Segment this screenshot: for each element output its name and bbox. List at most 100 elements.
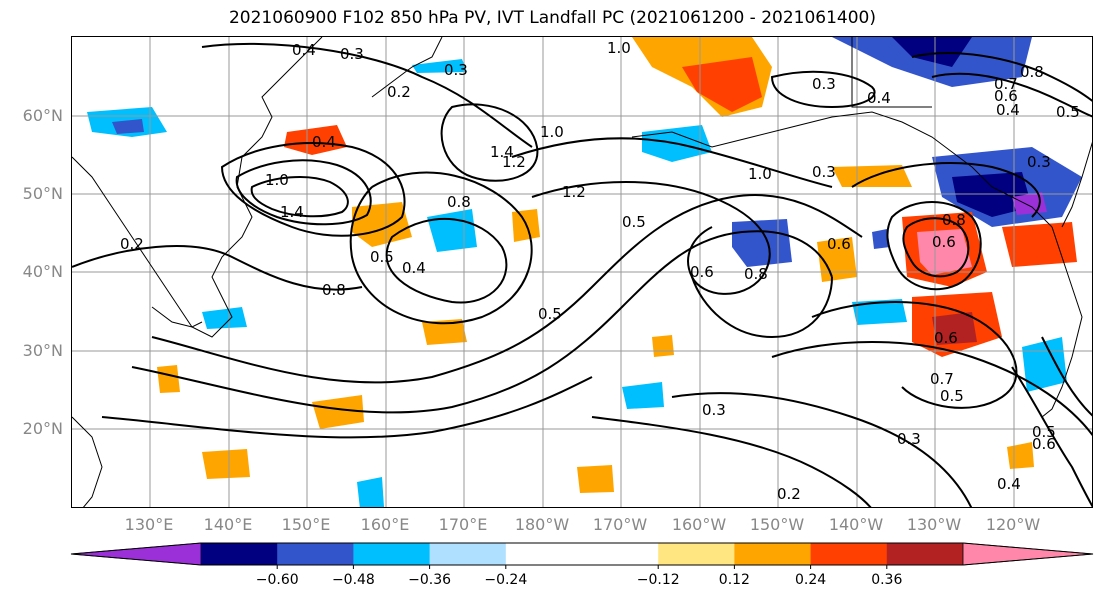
anomaly-patch	[872, 229, 890, 249]
anomaly-patch	[622, 382, 664, 409]
contour-label: 0.3	[897, 430, 921, 448]
contour-label: 0.4	[996, 101, 1020, 119]
contour-label: 0.6	[934, 329, 958, 347]
contour-label: 0.6	[690, 263, 714, 281]
anomaly-patch	[357, 477, 384, 507]
colorbar-segment	[810, 543, 888, 565]
colorbar-segment	[353, 543, 431, 565]
contour-lines	[72, 42, 1092, 507]
colorbar-tick-label: −0.12	[636, 572, 680, 588]
contour-label: 0.4	[292, 41, 316, 59]
contour-label: 0.5	[622, 213, 646, 231]
lon-label: 120°W	[985, 515, 1041, 534]
contour-label: 0.5	[940, 387, 964, 405]
colorbar-segment	[429, 543, 507, 565]
colorbar	[70, 542, 1094, 569]
colorbar-segment	[734, 543, 812, 565]
contour-label: 0.8	[1020, 63, 1044, 81]
colorbar-tick-label: 0.12	[718, 572, 750, 588]
contour-label: 1.0	[748, 165, 772, 183]
contour-label: 0.5	[370, 248, 394, 266]
anomaly-patch	[422, 319, 467, 345]
colorbar-extend-high	[962, 542, 1094, 566]
contour-label: 0.2	[120, 235, 144, 253]
contour-label: 0.3	[702, 401, 726, 419]
anomaly-patch	[427, 209, 477, 252]
lon-label: 170°W	[592, 515, 648, 534]
anomaly-patch	[202, 449, 250, 479]
colorbar-tick-label: 0.36	[871, 572, 903, 588]
lon-label: 180°W	[514, 515, 570, 534]
contour-label: 1.4	[490, 143, 514, 161]
anomaly-patch	[892, 37, 972, 67]
colorbar-segment	[505, 543, 583, 565]
colorbar-segment	[201, 543, 278, 565]
lon-label: 130°E	[124, 515, 174, 534]
anomaly-patch	[917, 229, 972, 275]
anomaly-patch	[312, 395, 364, 429]
colorbar-segment	[886, 543, 964, 565]
colorbar-segments	[70, 542, 1094, 566]
colorbar-tick-label: −0.36	[408, 572, 452, 588]
contour-label: 0.5	[538, 305, 562, 323]
colorbar-segment	[277, 543, 354, 565]
lon-label: 170°E	[438, 515, 488, 534]
contour-label: 0.6	[932, 233, 956, 251]
contour-label: 0.3	[340, 45, 364, 63]
lon-label: 140°W	[828, 515, 884, 534]
contour-label: 1.0	[607, 39, 631, 57]
contour-label: 0.4	[402, 259, 426, 277]
map-panel: 0.4 0.3 0.2 0.3 1.0 0.3 0.8 0.7 0.6 0.4 …	[71, 36, 1093, 508]
anomaly-patch	[817, 237, 857, 282]
colorbar-tick-label: −0.48	[331, 572, 375, 588]
anomaly-patch	[157, 365, 180, 393]
contour-label: 0.8	[322, 281, 346, 299]
contour-label: 1.0	[265, 171, 289, 189]
shading-layer	[87, 37, 1082, 507]
colorbar-segment	[582, 543, 659, 565]
lat-label: 40°N	[22, 262, 63, 281]
contour-label: 0.6	[994, 87, 1018, 105]
anomaly-patch	[284, 125, 347, 155]
anomaly-patch	[412, 59, 467, 73]
colorbar-outline	[70, 542, 1094, 566]
contour-label: 0.5	[1056, 103, 1080, 121]
anomaly-patch	[112, 119, 144, 134]
colorbar-tick-label: 0.24	[795, 572, 827, 588]
contour-label: 0.7	[930, 370, 954, 388]
contour-label: 1.2	[562, 183, 586, 201]
contour-label: 0.8	[447, 193, 471, 211]
lat-label: 60°N	[22, 106, 63, 125]
anomaly-patch	[1002, 222, 1077, 267]
contour-label: 0.7	[994, 75, 1018, 93]
contour-label: 0.3	[444, 61, 468, 79]
anomaly-patch	[732, 219, 792, 267]
anomaly-patch	[1007, 442, 1034, 469]
contour-label: 0.2	[777, 485, 801, 503]
lon-label: 130°W	[906, 515, 962, 534]
contour-label: 0.6	[1032, 435, 1056, 453]
contour-label: 0.4	[867, 89, 891, 107]
contour-label: 1.0	[540, 123, 564, 141]
anomaly-patch	[682, 57, 762, 112]
lon-label: 140°E	[203, 515, 253, 534]
colorbar-segment	[658, 543, 735, 565]
contour-label: 0.8	[942, 211, 966, 229]
anomaly-patch	[352, 202, 412, 247]
anomaly-patch	[652, 335, 674, 357]
colorbar-tick-label: −0.60	[255, 572, 299, 588]
colorbar-ticks	[276, 565, 888, 569]
colorbar-extend-low	[70, 542, 202, 566]
anomaly-patch	[577, 465, 614, 493]
lon-label: 160°E	[360, 515, 410, 534]
contour-label: 0.6	[827, 235, 851, 253]
contour-label: 0.2	[387, 83, 411, 101]
anomaly-patch	[202, 307, 247, 329]
colorbar-tick-label: −0.24	[484, 572, 528, 588]
lat-label: 20°N	[22, 419, 63, 438]
contour-label: 0.8	[744, 265, 768, 283]
gridlines	[72, 37, 1092, 507]
contour-label: 0.4	[997, 475, 1021, 493]
lat-label: 30°N	[22, 341, 63, 360]
coastlines	[72, 37, 1092, 507]
